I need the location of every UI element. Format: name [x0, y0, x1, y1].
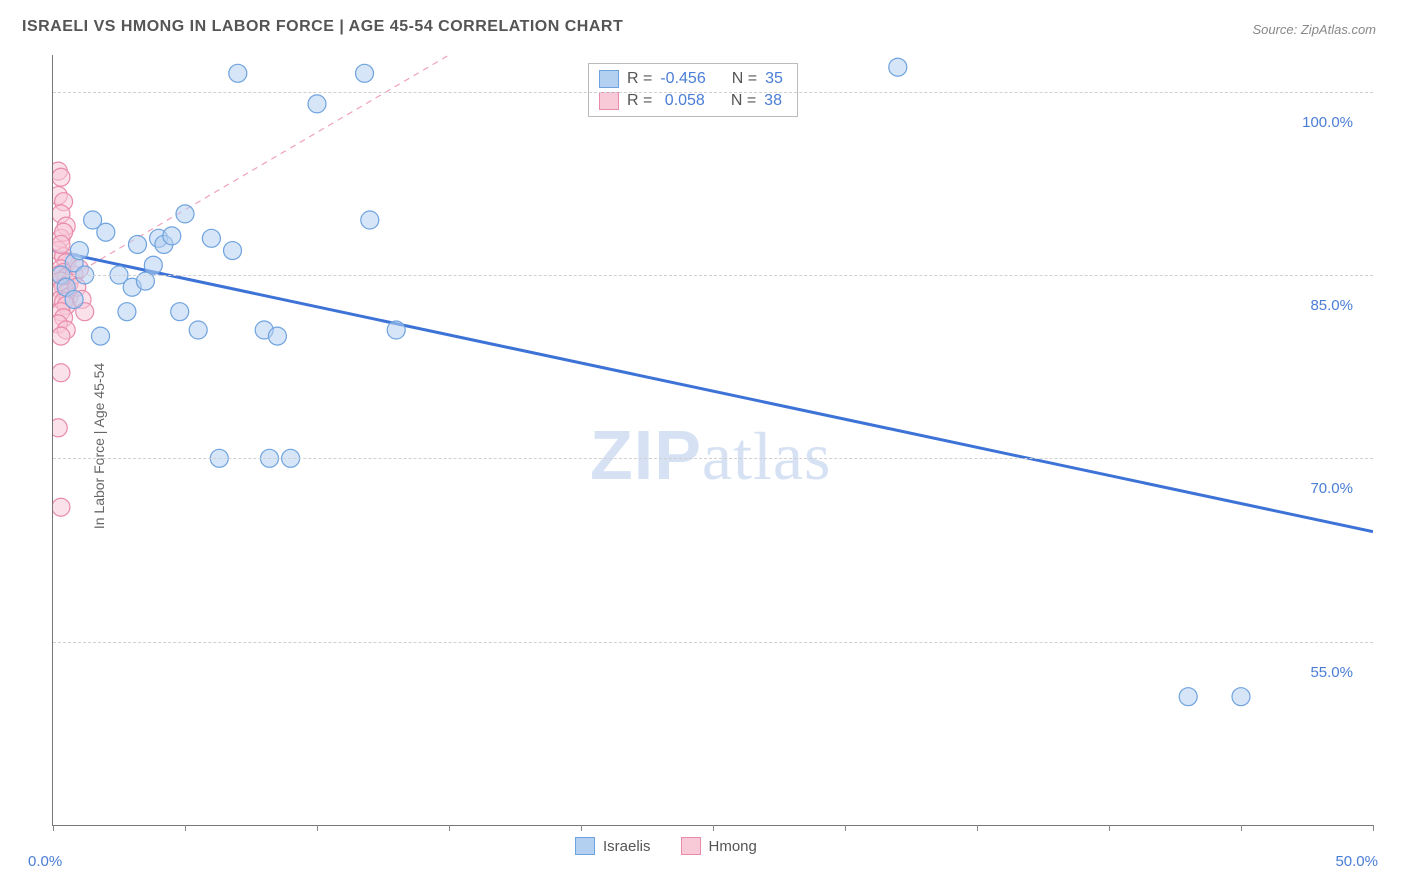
trendline-hmong: [53, 55, 449, 287]
point-israelis: [361, 211, 379, 229]
point-israelis: [171, 303, 189, 321]
n-value-1: 35: [765, 70, 783, 88]
series-legend: Israelis Hmong: [575, 837, 757, 855]
gridline: [53, 92, 1373, 93]
y-tick-label: 85.0%: [1310, 297, 1353, 314]
point-hmong: [53, 498, 70, 516]
point-hmong: [53, 168, 70, 186]
source-attribution: Source: ZipAtlas.com: [1252, 22, 1376, 37]
x-tick: [977, 825, 978, 831]
n-value-2: 38: [764, 92, 782, 110]
legend-item-israelis: Israelis: [575, 837, 651, 855]
point-israelis: [163, 227, 181, 245]
point-israelis: [70, 242, 88, 260]
stats-row-hmong: R = 0.058 N = 38: [599, 90, 783, 112]
legend-item-hmong: Hmong: [681, 837, 757, 855]
point-israelis: [1179, 688, 1197, 706]
n-label-2: N =: [731, 92, 756, 110]
point-israelis: [268, 327, 286, 345]
point-israelis: [224, 242, 242, 260]
r-value-2: 0.058: [660, 92, 704, 110]
point-israelis: [144, 256, 162, 274]
swatch-israelis-icon: [599, 70, 619, 88]
x-tick: [713, 825, 714, 831]
x-tick: [449, 825, 450, 831]
point-hmong: [53, 419, 67, 437]
plot-area: R = -0.456 N = 35 R = 0.058 N = 38 55.0%…: [52, 55, 1373, 826]
legend-label-israelis: Israelis: [603, 838, 651, 855]
point-israelis: [889, 58, 907, 76]
r-label-2: R =: [627, 92, 652, 110]
point-israelis: [118, 303, 136, 321]
point-israelis: [128, 235, 146, 253]
swatch-hmong-icon: [599, 92, 619, 110]
y-tick-label: 70.0%: [1310, 480, 1353, 497]
stats-legend: R = -0.456 N = 35 R = 0.058 N = 38: [588, 63, 798, 117]
x-tick: [1109, 825, 1110, 831]
point-israelis: [176, 205, 194, 223]
point-israelis: [356, 64, 374, 82]
r-label-1: R =: [627, 70, 652, 88]
x-tick-label-max: 50.0%: [1335, 853, 1378, 870]
x-tick: [845, 825, 846, 831]
x-tick: [317, 825, 318, 831]
point-hmong: [53, 327, 70, 345]
n-label-1: N =: [732, 70, 757, 88]
y-tick-label: 100.0%: [1302, 114, 1353, 131]
point-israelis: [65, 290, 83, 308]
point-israelis: [308, 95, 326, 113]
point-israelis: [229, 64, 247, 82]
chart-title: ISRAELI VS HMONG IN LABOR FORCE | AGE 45…: [22, 18, 623, 36]
point-hmong: [53, 364, 70, 382]
x-tick: [1241, 825, 1242, 831]
x-tick-label-min: 0.0%: [28, 853, 62, 870]
x-tick: [185, 825, 186, 831]
gridline: [53, 458, 1373, 459]
point-hmong: [53, 235, 70, 253]
x-tick: [53, 825, 54, 831]
point-israelis: [92, 327, 110, 345]
point-israelis: [1232, 688, 1250, 706]
scatter-svg: [53, 55, 1373, 825]
point-israelis: [202, 229, 220, 247]
gridline: [53, 642, 1373, 643]
x-tick: [581, 825, 582, 831]
y-tick-label: 55.0%: [1310, 664, 1353, 681]
point-israelis: [189, 321, 207, 339]
point-israelis: [97, 223, 115, 241]
gridline: [53, 275, 1373, 276]
legend-swatch-hmong-icon: [681, 837, 701, 855]
trendline-israelis: [53, 251, 1373, 532]
stats-row-israelis: R = -0.456 N = 35: [599, 68, 783, 90]
legend-label-hmong: Hmong: [709, 838, 757, 855]
r-value-1: -0.456: [660, 70, 705, 88]
legend-swatch-israelis-icon: [575, 837, 595, 855]
point-israelis: [387, 321, 405, 339]
x-tick: [1373, 825, 1374, 831]
